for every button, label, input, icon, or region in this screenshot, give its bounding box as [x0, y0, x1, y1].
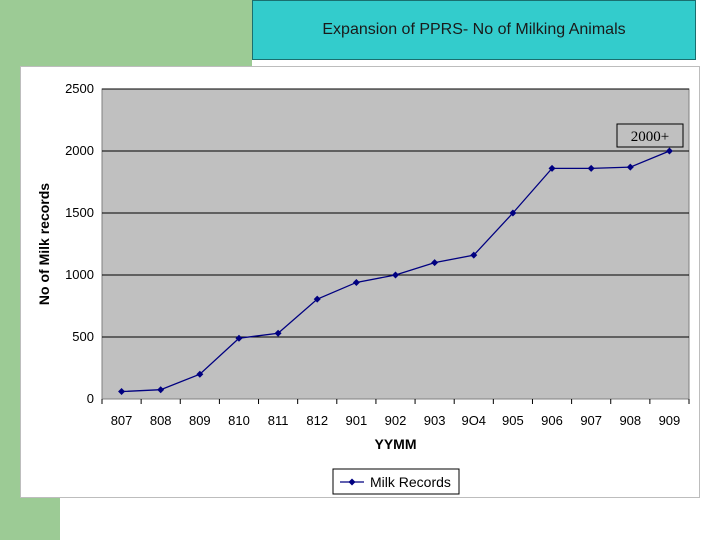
data-point: [548, 164, 556, 172]
x-tick-labels: 807 808 809 810 811 812 901 902 903 9O4 905 906 907 9…: [101, 399, 690, 428]
x-tick-label: 901: [346, 413, 368, 428]
top-left-accent-block: [0, 0, 252, 66]
data-point: [665, 147, 673, 155]
y-tick-label: 2500: [65, 81, 94, 96]
legend-marker: [348, 478, 356, 486]
x-tick-label: 907: [580, 413, 602, 428]
data-point: [509, 209, 517, 217]
annotation-box: [616, 123, 684, 148]
plot-area: [101, 88, 690, 400]
data-point: [235, 334, 243, 342]
x-tick-label: 903: [424, 413, 446, 428]
y-tick-labels: 0 500 1000 1500 2000 2500: [65, 81, 94, 406]
x-tick-label: 906: [541, 413, 563, 428]
y-axis-title: No of Milk records: [36, 183, 52, 305]
annotation-callout: 2000+: [616, 123, 684, 148]
x-tick-label: 905: [502, 413, 524, 428]
y-tick-label: 500: [72, 329, 94, 344]
data-point: [157, 386, 165, 394]
x-tick-label: 902: [385, 413, 407, 428]
x-tick-label: 908: [619, 413, 641, 428]
data-point: [352, 278, 360, 286]
y-tick-label: 0: [87, 391, 94, 406]
data-point: [313, 295, 321, 303]
data-point: [392, 271, 399, 279]
x-tick-label: 9O4: [461, 413, 486, 428]
data-point: [431, 259, 439, 267]
legend-label: Milk Records: [370, 474, 451, 490]
data-point: [587, 164, 595, 172]
data-point: [118, 388, 126, 396]
x-tick-label: 812: [306, 413, 328, 428]
legend: Milk Records: [332, 468, 460, 495]
chart: 0 500 1000 1500 2000 2500 807 808 809 810 811 812 9…: [36, 81, 690, 495]
x-tick-label: 909: [659, 413, 681, 428]
data-point: [196, 370, 204, 378]
annotation-text: 2000+: [631, 129, 669, 145]
data-point: [470, 251, 478, 259]
x-tick-label: 810: [228, 413, 250, 428]
y-tick-label: 1000: [65, 267, 94, 282]
series-layer: [118, 147, 673, 396]
x-tick-label: 807: [111, 413, 133, 428]
slide-title: Expansion of PPRS- No of Milking Animals: [252, 0, 696, 60]
y-tick-label: 2000: [65, 143, 94, 158]
data-point: [626, 163, 634, 171]
data-point: [274, 329, 282, 337]
x-tick-label: 808: [150, 413, 172, 428]
chart-frame: 0 500 1000 1500 2000 2500 807 808 809 810 811 812 9…: [20, 66, 700, 498]
x-tick-label: 811: [268, 413, 289, 428]
y-tick-label: 1500: [65, 205, 94, 220]
x-axis-title: YYMM: [375, 436, 417, 452]
x-tick-label: 809: [189, 413, 211, 428]
